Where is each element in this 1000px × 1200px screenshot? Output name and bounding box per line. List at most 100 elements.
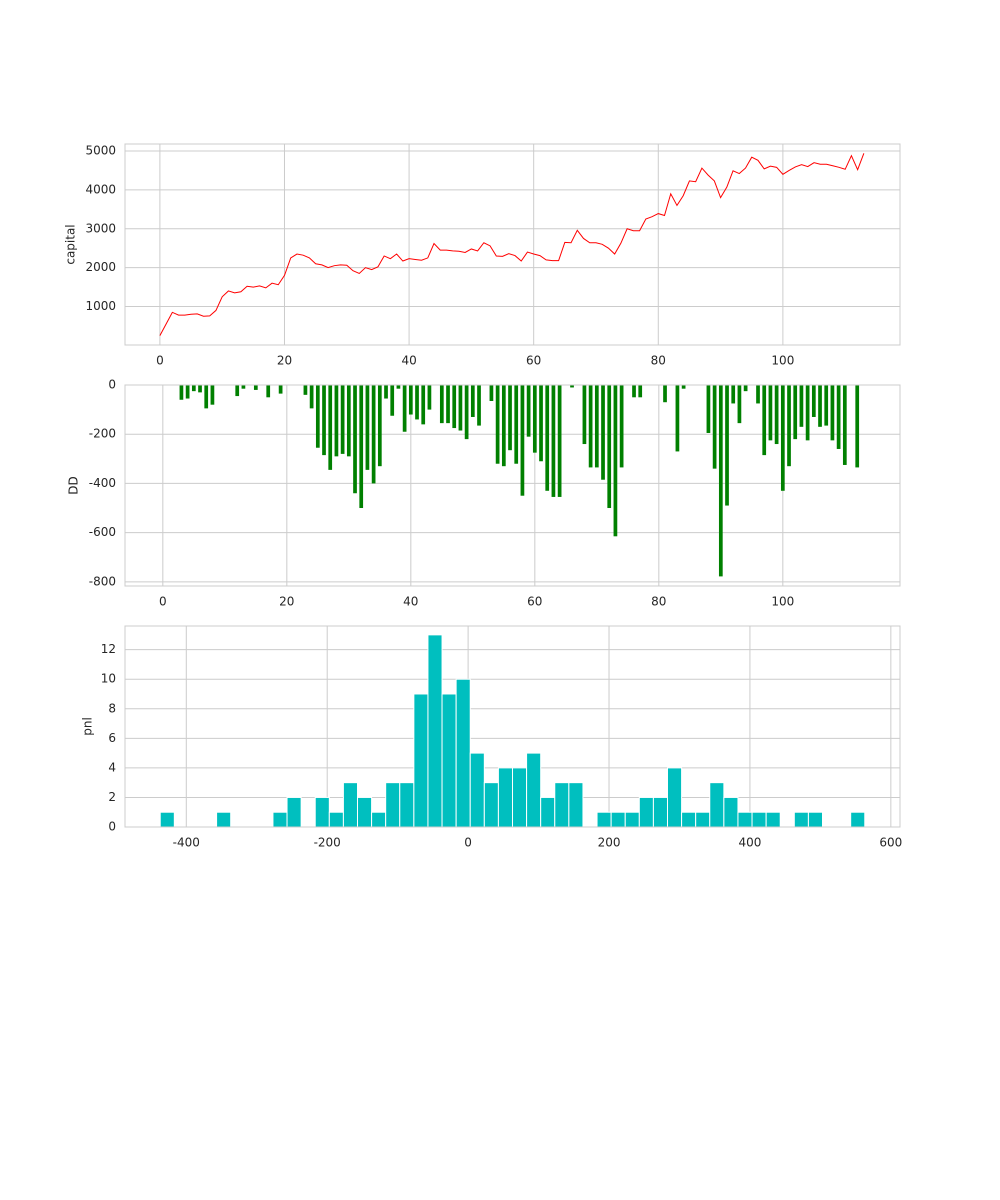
x-tick-label: 100 xyxy=(771,595,794,609)
histogram-bar xyxy=(455,678,471,828)
y-tick-label: -800 xyxy=(89,574,116,588)
bar xyxy=(520,385,525,496)
x-tick-label: 20 xyxy=(277,354,292,368)
bar xyxy=(762,385,767,456)
bar xyxy=(315,385,320,448)
x-tick-label: 40 xyxy=(401,354,416,368)
bar xyxy=(179,385,184,400)
bar xyxy=(619,385,624,468)
histogram-bar xyxy=(751,811,767,828)
y-tick-label: -400 xyxy=(89,476,116,490)
bar xyxy=(768,385,773,441)
histogram-bar xyxy=(709,782,725,828)
bar xyxy=(539,385,543,462)
histogram-bar xyxy=(610,811,626,828)
histogram-bar xyxy=(286,796,302,828)
bar xyxy=(377,385,382,467)
histogram-bar xyxy=(737,811,753,828)
bar xyxy=(458,385,463,431)
histogram-bar xyxy=(667,767,683,828)
y-tick-label: 12 xyxy=(101,642,116,656)
histogram-bar xyxy=(723,796,739,828)
histogram-bar xyxy=(554,782,570,828)
bar xyxy=(328,385,333,470)
histogram-bar xyxy=(272,811,288,828)
bar xyxy=(613,385,618,537)
y-tick-label: 0 xyxy=(108,378,116,392)
bar xyxy=(489,385,494,401)
histogram-bar xyxy=(427,634,443,828)
bar xyxy=(322,385,326,456)
histogram-bar xyxy=(681,811,697,828)
bar xyxy=(508,385,512,451)
histogram-bar xyxy=(850,811,866,828)
histogram-bar xyxy=(159,811,175,828)
line xyxy=(159,153,865,336)
x-tick-label: 200 xyxy=(598,836,621,850)
y-axis-label: capital xyxy=(64,224,78,264)
bar xyxy=(384,385,388,399)
histogram-bar xyxy=(807,811,824,828)
bar xyxy=(663,385,667,403)
bar xyxy=(799,385,804,427)
histogram-bar xyxy=(497,767,513,828)
histogram-bar xyxy=(765,811,781,828)
subplot: -400 -200 0 200 400 600 0 2 4 6 8 10 12 pnl xyxy=(81,625,902,850)
bar xyxy=(334,385,339,457)
bar xyxy=(594,385,599,468)
bar xyxy=(780,385,785,491)
bar xyxy=(477,385,481,426)
bar xyxy=(601,385,605,480)
x-tick-label: -200 xyxy=(314,836,341,850)
bar xyxy=(607,385,612,509)
histogram-bar xyxy=(793,811,809,828)
bar xyxy=(551,385,556,497)
bar xyxy=(811,385,816,417)
bar xyxy=(303,385,308,395)
histogram-bar xyxy=(526,752,542,828)
subplot: 0 20 40 60 80 100 1000 2000 3000 4000 5000 capital xyxy=(64,143,901,368)
bar xyxy=(743,385,748,392)
bar xyxy=(712,385,717,469)
y-tick-label: 8 xyxy=(108,701,116,715)
bar xyxy=(390,385,395,416)
x-tick-label: 40 xyxy=(403,595,418,609)
bar xyxy=(737,385,742,424)
histogram-bar xyxy=(512,767,528,828)
x-tick-label: 80 xyxy=(651,595,666,609)
histogram-bar xyxy=(652,796,669,828)
bar xyxy=(532,385,537,453)
bar xyxy=(818,385,822,427)
bar xyxy=(824,385,829,426)
histogram-bar xyxy=(385,782,401,828)
plot-frame xyxy=(124,384,901,587)
x-tick-label: 0 xyxy=(464,836,472,850)
x-tick-label: 60 xyxy=(526,354,541,368)
histogram-bar xyxy=(216,811,232,828)
bar xyxy=(805,385,810,441)
bar xyxy=(632,385,636,398)
bar xyxy=(359,385,364,509)
y-tick-label: 3000 xyxy=(85,221,116,235)
y-tick-label: 2 xyxy=(108,790,116,804)
y-axis-label: pnl xyxy=(81,717,95,736)
histogram-bar xyxy=(540,796,556,828)
histogram-bar xyxy=(695,811,711,828)
y-tick-label: 6 xyxy=(108,731,116,745)
x-tick-label: 0 xyxy=(156,354,164,368)
bar xyxy=(495,385,500,464)
histogram-bar xyxy=(328,811,344,828)
bar xyxy=(830,385,835,441)
histogram-bar xyxy=(399,782,415,828)
bar xyxy=(725,385,729,506)
bar xyxy=(836,385,841,449)
bar xyxy=(309,385,314,409)
histogram-bar xyxy=(371,811,387,828)
x-tick-label: 20 xyxy=(279,595,294,609)
y-axis-label: DD xyxy=(67,476,81,494)
bar xyxy=(675,385,680,452)
bar xyxy=(545,385,550,491)
bar xyxy=(427,385,432,410)
bar xyxy=(185,385,190,399)
